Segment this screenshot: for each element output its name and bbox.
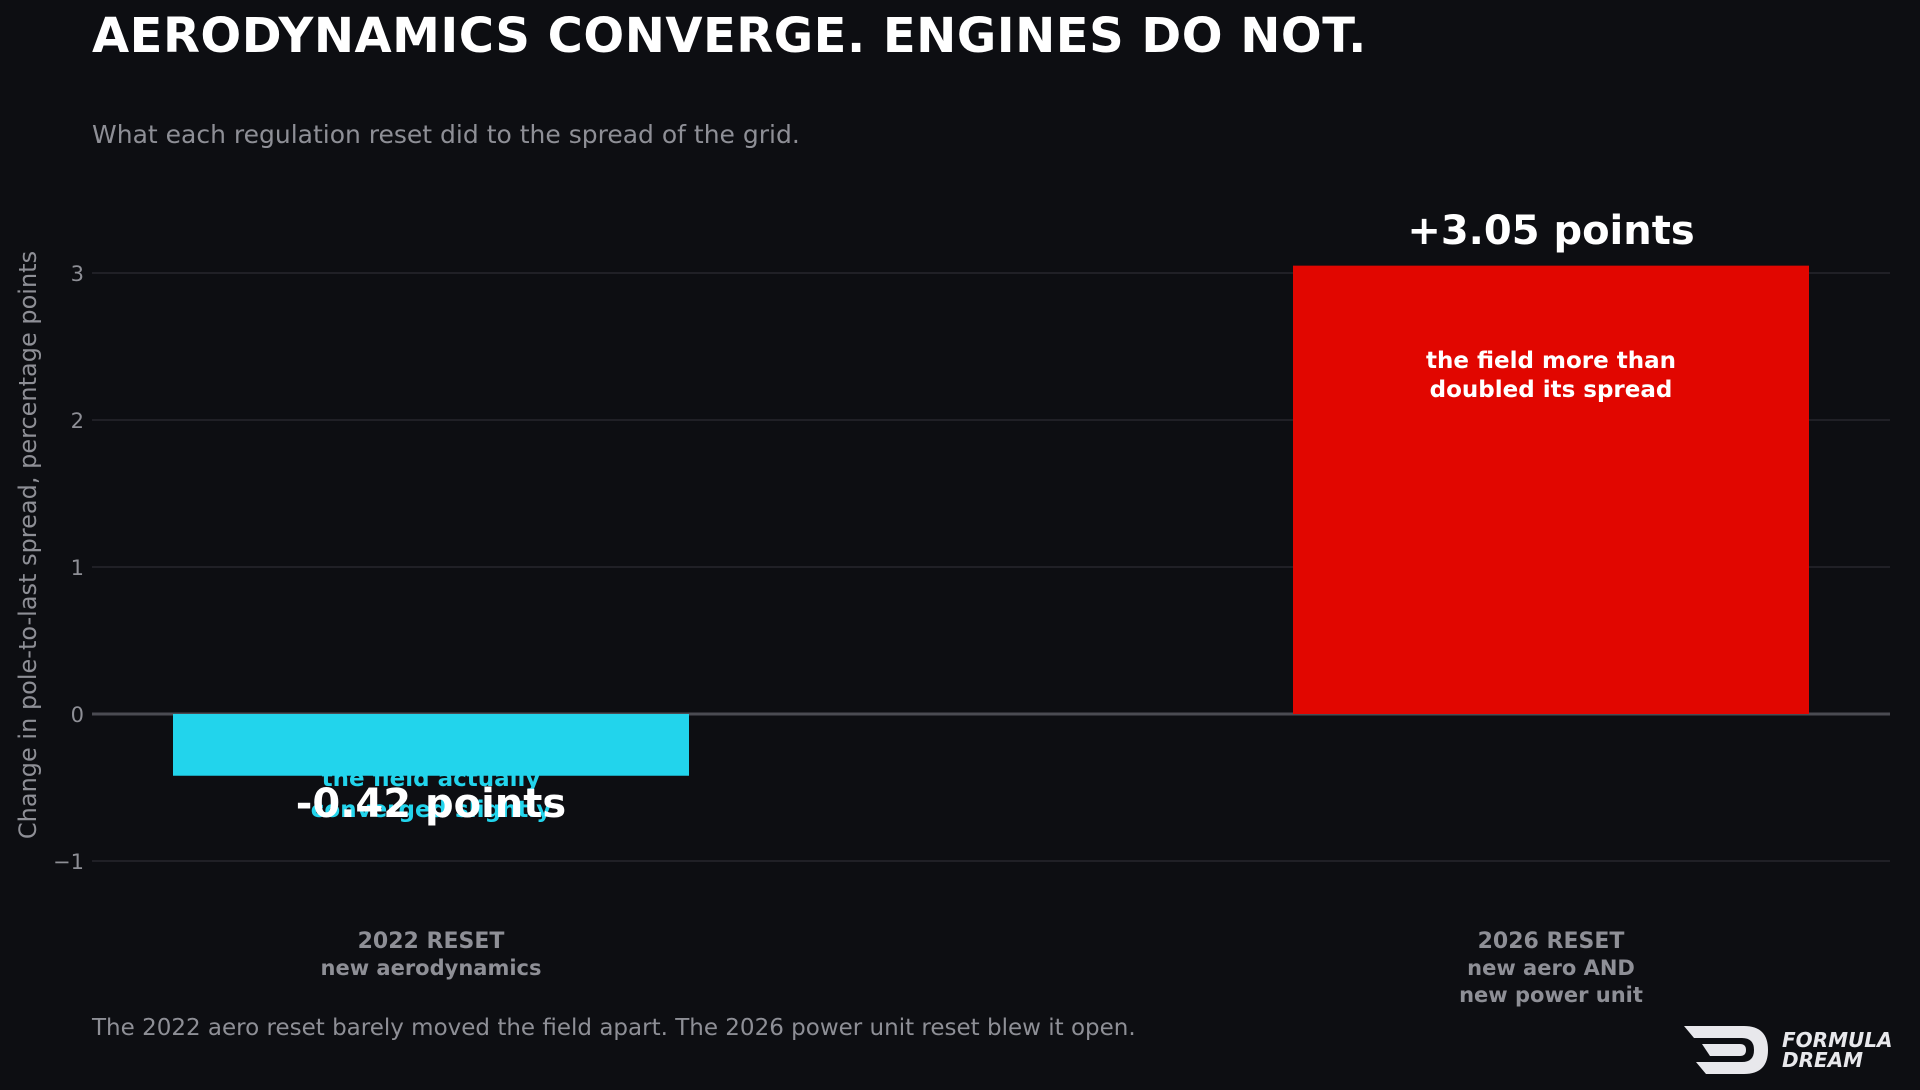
y-tick-label: 1 <box>71 556 84 580</box>
y-axis-label: Change in pole-to-last spread, percentag… <box>14 251 42 839</box>
value-label: -0.42 points <box>296 781 566 827</box>
value-label: +3.05 points <box>1407 208 1694 254</box>
y-tick-label: 0 <box>71 703 84 727</box>
chart-footer-note: The 2022 aero reset barely moved the fie… <box>92 1015 1136 1041</box>
logo-line2: DREAM <box>1782 1048 1864 1072</box>
bar-annotation: converged slightly <box>311 797 551 823</box>
x-category-subtitle: new aerodynamics <box>321 956 542 980</box>
logo-line1: FORMULA <box>1782 1028 1893 1052</box>
bar-annotation: the field actually <box>322 766 541 792</box>
bar-annotation: the field more than <box>1426 348 1676 374</box>
formula-dream-logo: FORMULA DREAM <box>1682 1022 1914 1078</box>
x-category-title: 2026 RESET <box>1478 929 1625 954</box>
formula-dream-logo-mark-icon <box>1684 1026 1768 1074</box>
bar-annotation: doubled its spread <box>1430 377 1673 403</box>
x-category-title: 2022 RESET <box>358 929 505 954</box>
y-tick-label: −1 <box>53 850 84 874</box>
y-tick-label: 2 <box>71 409 84 433</box>
chart-subtitle: What each regulation reset did to the sp… <box>92 120 800 149</box>
bar-2 <box>1293 265 1809 714</box>
x-category-subtitle: new power unit <box>1459 983 1643 1007</box>
x-category-subtitle: new aero AND <box>1467 956 1635 980</box>
chart-title: AERODYNAMICS CONVERGE. ENGINES DO NOT. <box>92 8 1367 64</box>
bar-1 <box>173 714 689 776</box>
y-tick-label: 3 <box>71 262 84 286</box>
